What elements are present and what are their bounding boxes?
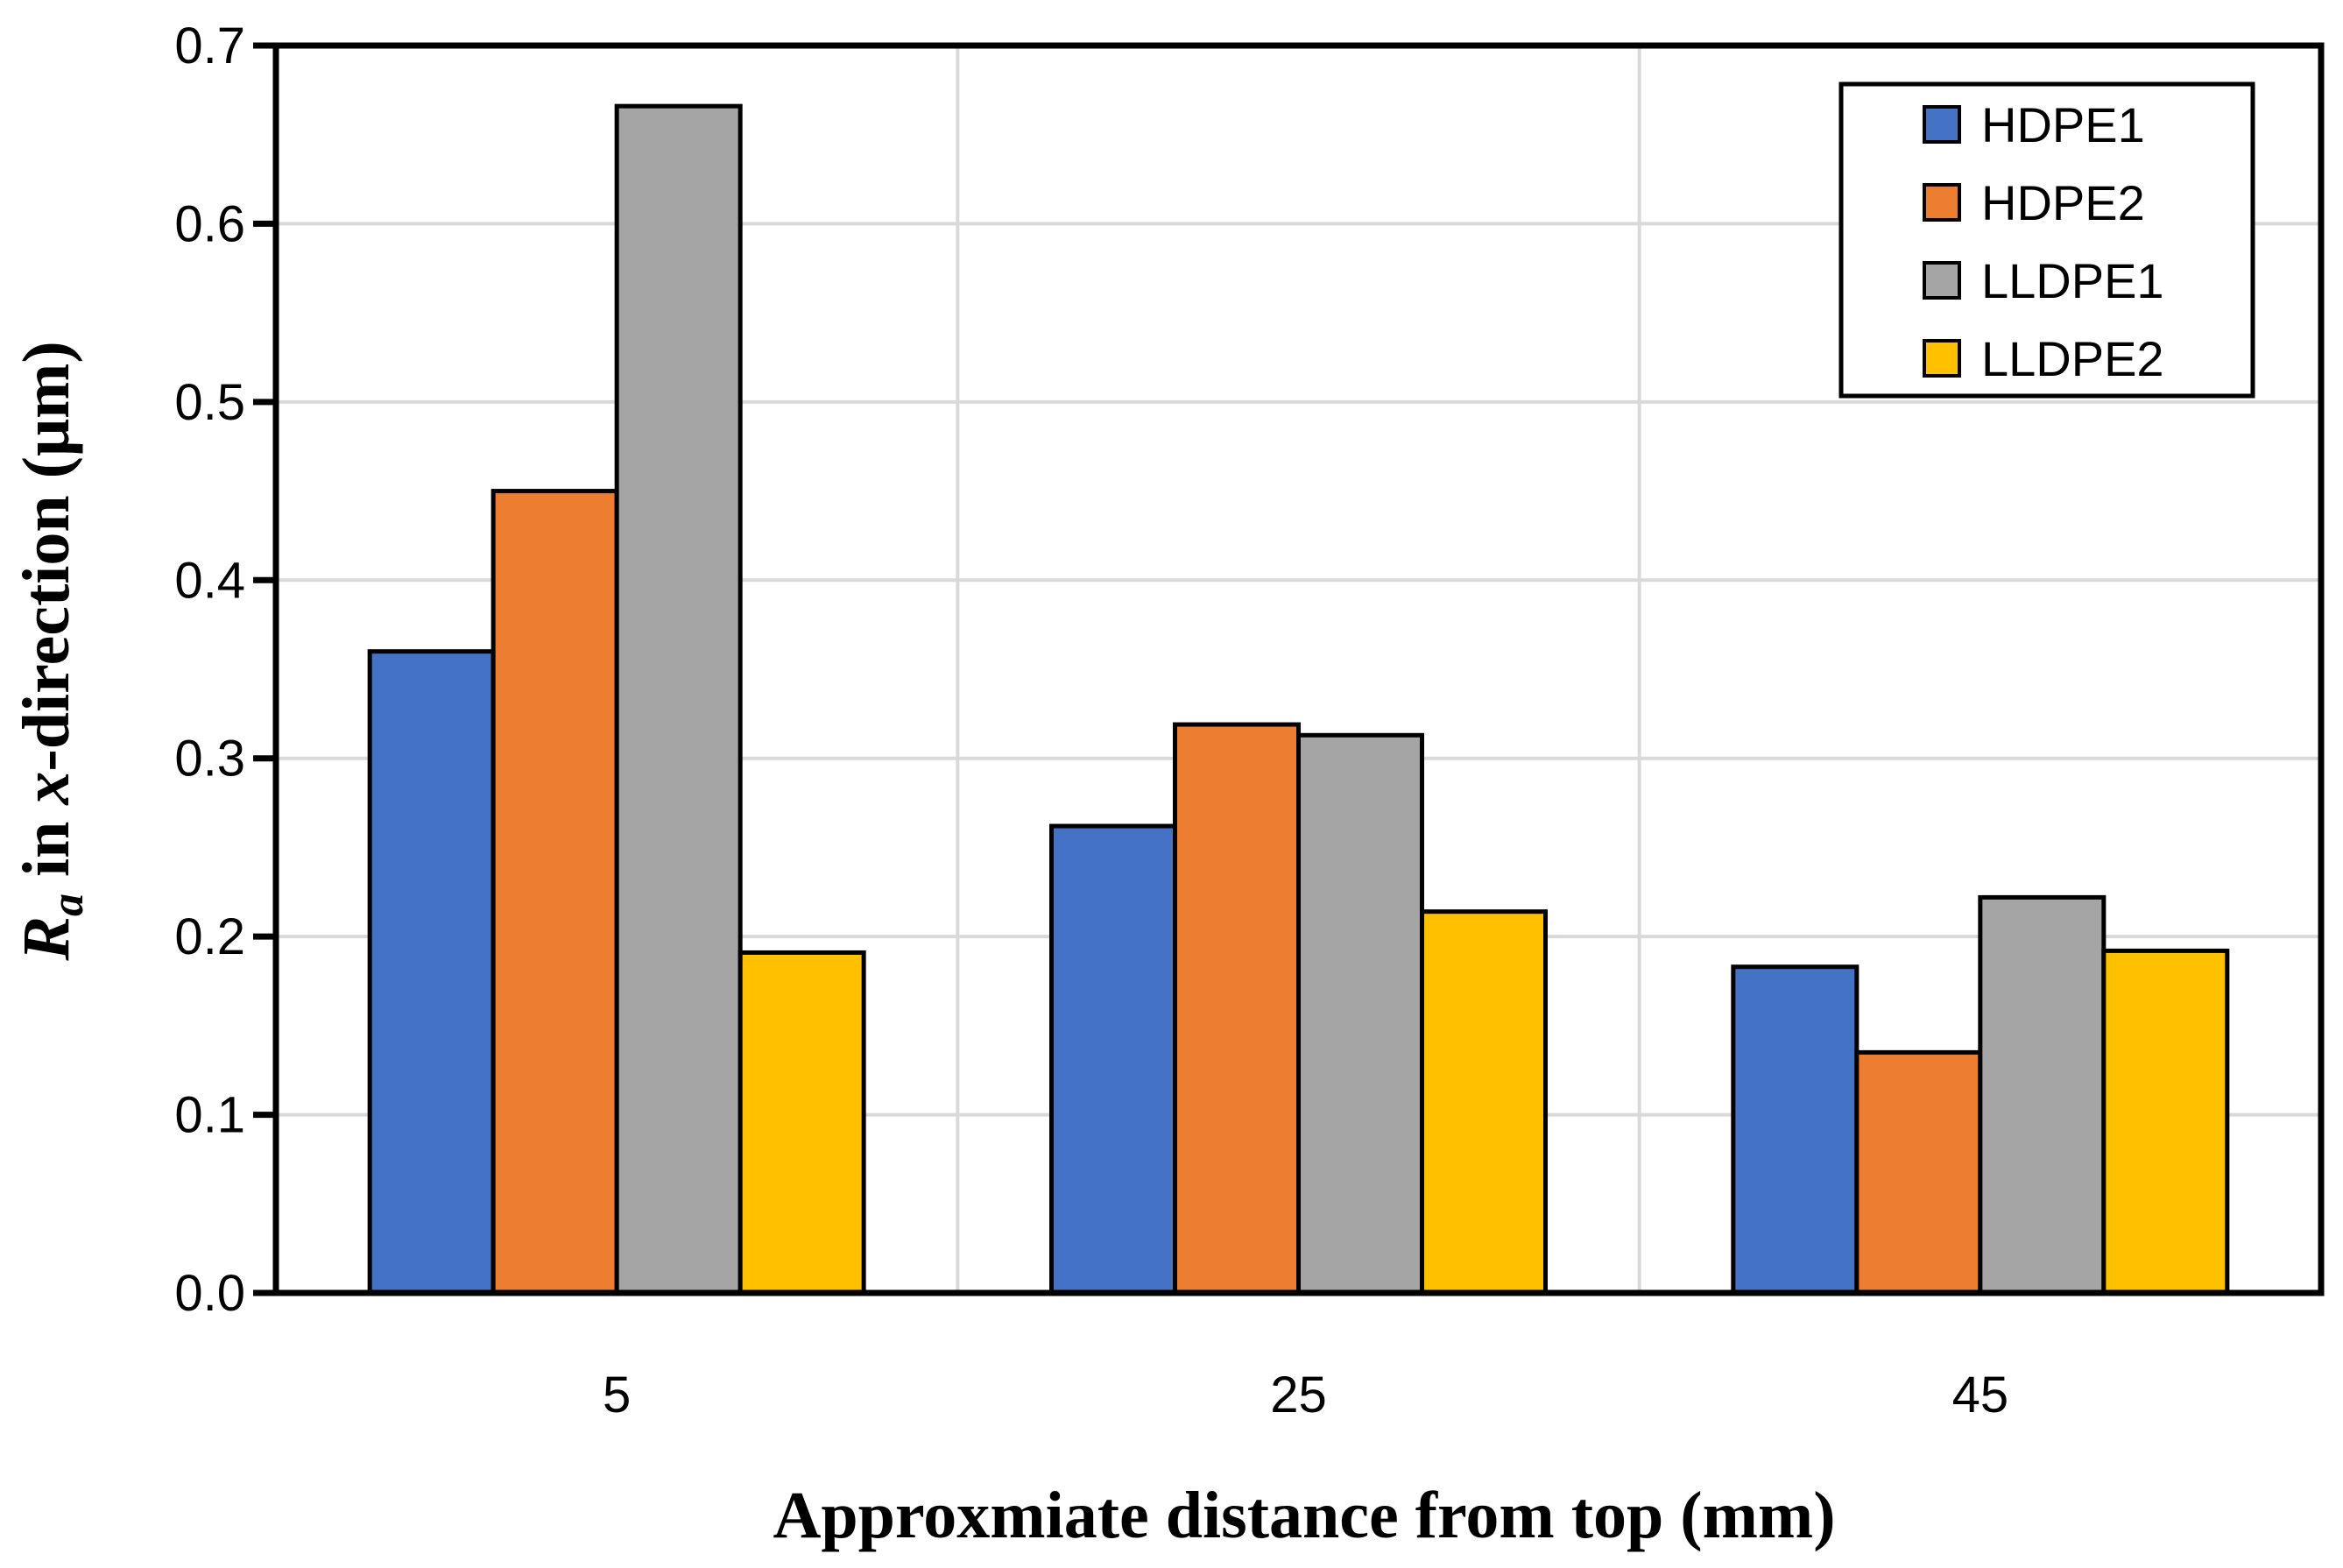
y-tick-label: 0.5 bbox=[174, 374, 245, 431]
y-tick-label: 0.7 bbox=[174, 18, 245, 74]
y-axis-title: Ra in x-direction (μm) bbox=[10, 341, 93, 961]
x-tick-label: 45 bbox=[1952, 1367, 2009, 1423]
axes bbox=[253, 42, 2325, 1296]
x-tick-label: 5 bbox=[603, 1367, 631, 1423]
bar-hdpe1-5 bbox=[367, 649, 496, 1296]
y-axis-title-middle: in bbox=[10, 805, 83, 893]
plot-frame bbox=[272, 42, 2325, 1296]
bar-hdpe2-45 bbox=[1854, 1049, 1983, 1296]
bar-lldpe2-25 bbox=[1420, 909, 1548, 1296]
x-tick-labels: 5 25 45 bbox=[603, 1367, 2008, 1423]
bars bbox=[367, 103, 2230, 1296]
y-tick-label: 0.4 bbox=[174, 552, 245, 609]
y-tick-label: 0.3 bbox=[174, 731, 245, 788]
bar-lldpe1-25 bbox=[1296, 732, 1424, 1296]
y-axis-title-symbol: R bbox=[10, 916, 83, 962]
y-axis-title-rest: -direction (μm) bbox=[10, 341, 83, 771]
legend-label-hdpe2: HDPE2 bbox=[1981, 175, 2145, 230]
legend-label-lldpe1: LLDPE1 bbox=[1981, 253, 2164, 308]
legend-label-hdpe1: HDPE1 bbox=[1981, 97, 2145, 152]
y-tick-labels: 0.0 0.1 0.2 0.3 0.4 0.5 0.6 0.7 bbox=[174, 18, 245, 1322]
legend-swatch-hdpe2 bbox=[1923, 183, 1961, 222]
legend-swatch-hdpe1 bbox=[1923, 105, 1961, 144]
bar-lldpe2-45 bbox=[2101, 948, 2230, 1296]
y-axis-title-variable: x bbox=[10, 772, 83, 806]
y-tick-label: 0.1 bbox=[174, 1087, 245, 1144]
y-tick-label: 0.6 bbox=[174, 195, 245, 252]
legend-box bbox=[1838, 81, 2255, 399]
bar-lldpe2-5 bbox=[737, 950, 866, 1296]
x-tick-label: 25 bbox=[1270, 1367, 1327, 1423]
bar-hdpe2-25 bbox=[1173, 722, 1301, 1296]
x-axis-title: Approxmiate distance from top (mm) bbox=[773, 1479, 1835, 1552]
bar-hdpe1-25 bbox=[1049, 823, 1177, 1296]
bar-lldpe1-5 bbox=[614, 103, 743, 1296]
legend-label-lldpe2: LLDPE2 bbox=[1981, 331, 2164, 386]
legend-swatch-lldpe2 bbox=[1923, 339, 1961, 378]
bar-hdpe1-45 bbox=[1731, 964, 1860, 1296]
bar-hdpe2-5 bbox=[490, 489, 619, 1296]
y-tick-label: 0.0 bbox=[174, 1265, 245, 1322]
bar-lldpe1-45 bbox=[1978, 894, 2107, 1296]
y-axis-title-subscript: a bbox=[43, 893, 93, 916]
y-tick-label: 0.2 bbox=[174, 908, 245, 965]
legend-swatch-lldpe1 bbox=[1923, 261, 1961, 300]
legend: HDPE1 HDPE2 LLDPE1 LLDPE2 bbox=[1838, 81, 2255, 399]
